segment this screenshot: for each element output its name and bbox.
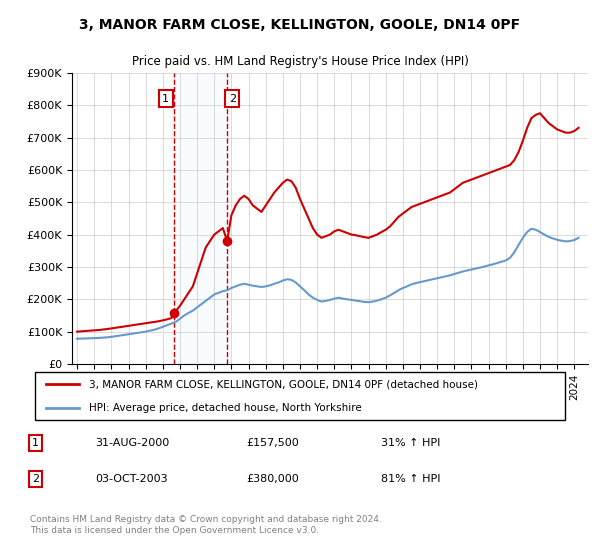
Text: 81% ↑ HPI: 81% ↑ HPI bbox=[381, 474, 440, 484]
Text: 03-OCT-2003: 03-OCT-2003 bbox=[95, 474, 167, 484]
Text: Price paid vs. HM Land Registry's House Price Index (HPI): Price paid vs. HM Land Registry's House … bbox=[131, 55, 469, 68]
Text: 1: 1 bbox=[32, 438, 39, 448]
Text: 3, MANOR FARM CLOSE, KELLINGTON, GOOLE, DN14 0PF (detached house): 3, MANOR FARM CLOSE, KELLINGTON, GOOLE, … bbox=[89, 380, 478, 390]
Text: 31-AUG-2000: 31-AUG-2000 bbox=[95, 438, 169, 448]
Text: £157,500: £157,500 bbox=[246, 438, 299, 448]
FancyBboxPatch shape bbox=[35, 372, 565, 420]
Bar bbox=[174, 73, 227, 364]
Text: HPI: Average price, detached house, North Yorkshire: HPI: Average price, detached house, Nort… bbox=[89, 403, 362, 413]
Text: 3, MANOR FARM CLOSE, KELLINGTON, GOOLE, DN14 0PF: 3, MANOR FARM CLOSE, KELLINGTON, GOOLE, … bbox=[79, 18, 521, 32]
Text: 2: 2 bbox=[32, 474, 39, 484]
Text: 1: 1 bbox=[162, 94, 169, 104]
Text: 31% ↑ HPI: 31% ↑ HPI bbox=[381, 438, 440, 448]
Text: Contains HM Land Registry data © Crown copyright and database right 2024.
This d: Contains HM Land Registry data © Crown c… bbox=[30, 515, 382, 535]
Text: £380,000: £380,000 bbox=[246, 474, 299, 484]
Text: 2: 2 bbox=[229, 94, 236, 104]
